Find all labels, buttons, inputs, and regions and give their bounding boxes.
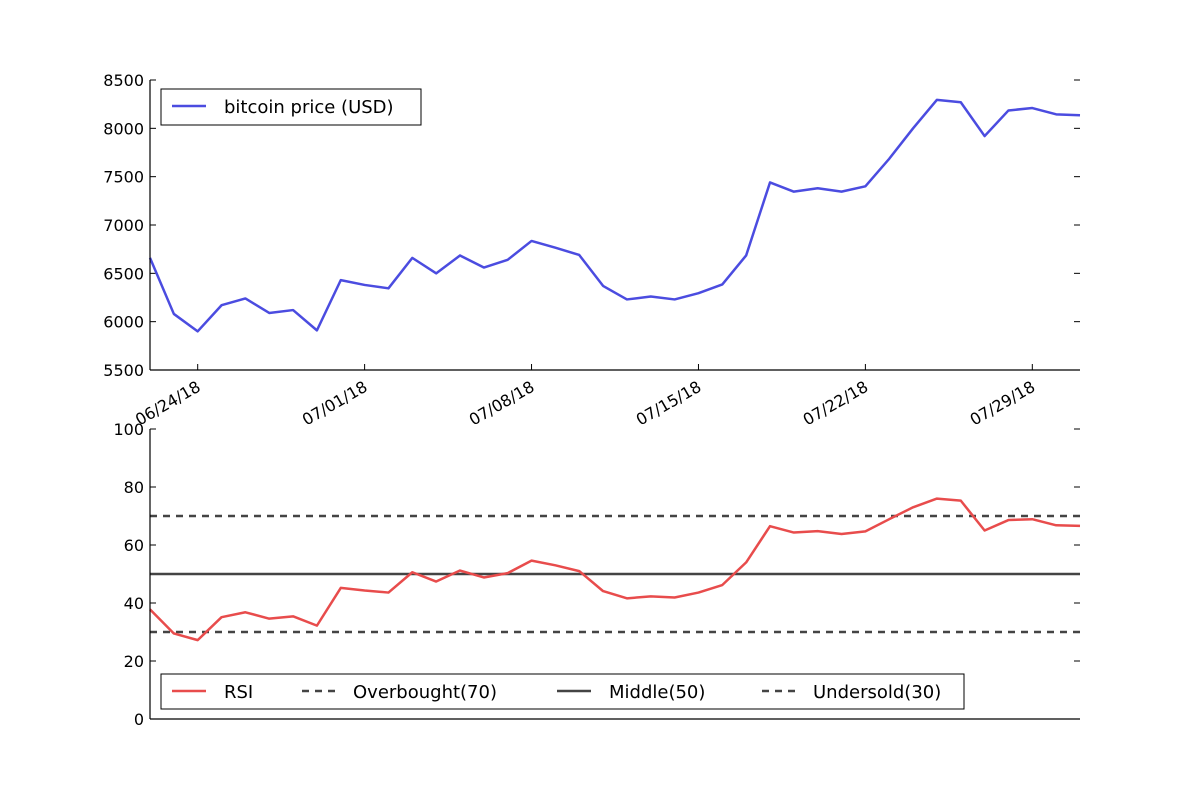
x-tick-label: 07/15/18 [633,377,705,429]
x-tick-label: 07/08/18 [466,377,538,429]
legend-label-hline-50: Middle(50) [609,682,705,703]
series-line-0 [148,98,1081,333]
y-tick-label: 7500 [103,168,144,187]
y-tick-label: 8000 [103,119,144,138]
y-tick-label: 20 [124,652,144,671]
x-tick-label: 07/22/18 [800,377,872,429]
y-tick-label: 8500 [103,71,144,90]
x-tick-label: 07/29/18 [967,377,1039,429]
y-tick-label: 40 [124,594,144,613]
legend-price: bitcoin price (USD) [160,88,422,126]
legend-label-hline-30: Undersold(30) [813,682,941,703]
y-tick-label: 7000 [103,216,144,235]
y-tick-label: 80 [124,478,144,497]
legend-label-rsi: RSI [224,682,253,703]
y-tick-label: 100 [113,420,144,439]
panel-rsi: 0 20 40 60 80 100 [113,420,1081,729]
legend-label-hline-70: Overbought(70) [353,682,497,703]
y-tick-label: 6500 [103,264,144,283]
y-tick-label: 0 [134,710,144,729]
legend-rsi: RSI Overbought(70) Middle(50) Undersold(30) [160,673,965,710]
y-tick-label: 6000 [103,313,144,332]
series-line-0 [149,497,1081,642]
legend-label: bitcoin price (USD) [224,97,394,118]
x-tick-label: 07/01/18 [299,377,371,429]
y-tick-label: 60 [124,536,144,555]
y-tick-label: 5500 [103,361,144,380]
